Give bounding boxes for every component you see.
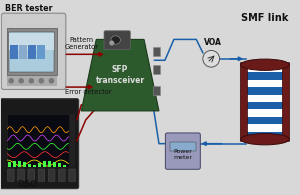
Ellipse shape (241, 59, 289, 70)
FancyBboxPatch shape (28, 169, 34, 182)
Text: Power
meter: Power meter (173, 149, 192, 160)
FancyBboxPatch shape (7, 76, 57, 86)
Text: BER tester: BER tester (5, 4, 53, 13)
FancyBboxPatch shape (8, 169, 14, 182)
FancyBboxPatch shape (246, 95, 284, 102)
FancyBboxPatch shape (153, 86, 160, 95)
FancyBboxPatch shape (8, 162, 10, 167)
FancyBboxPatch shape (0, 99, 79, 189)
FancyBboxPatch shape (246, 132, 284, 139)
FancyBboxPatch shape (9, 32, 54, 72)
Circle shape (9, 79, 13, 83)
FancyBboxPatch shape (69, 169, 75, 182)
FancyBboxPatch shape (23, 162, 26, 167)
FancyBboxPatch shape (282, 63, 290, 141)
FancyBboxPatch shape (10, 45, 18, 59)
FancyBboxPatch shape (246, 109, 284, 117)
FancyBboxPatch shape (28, 45, 36, 59)
FancyBboxPatch shape (165, 133, 200, 169)
FancyBboxPatch shape (63, 165, 66, 167)
FancyBboxPatch shape (246, 124, 284, 132)
Circle shape (50, 79, 53, 83)
Text: Pattern
Generator: Pattern Generator (65, 37, 99, 50)
FancyBboxPatch shape (246, 72, 284, 80)
FancyBboxPatch shape (18, 169, 24, 182)
FancyBboxPatch shape (58, 169, 65, 182)
Text: DSO: DSO (17, 180, 37, 189)
FancyBboxPatch shape (9, 34, 54, 50)
FancyBboxPatch shape (37, 45, 45, 59)
Circle shape (39, 79, 44, 83)
FancyBboxPatch shape (48, 161, 51, 167)
Polygon shape (81, 39, 159, 111)
FancyBboxPatch shape (38, 169, 45, 182)
FancyBboxPatch shape (53, 162, 56, 167)
FancyBboxPatch shape (153, 47, 160, 56)
FancyBboxPatch shape (246, 65, 284, 72)
Ellipse shape (241, 134, 289, 145)
FancyBboxPatch shape (38, 163, 41, 167)
FancyBboxPatch shape (18, 161, 21, 167)
FancyBboxPatch shape (246, 80, 284, 87)
FancyBboxPatch shape (70, 114, 75, 168)
FancyBboxPatch shape (7, 27, 57, 75)
FancyBboxPatch shape (246, 87, 284, 95)
Circle shape (110, 41, 114, 45)
Text: SFP
transceiver: SFP transceiver (96, 66, 145, 85)
FancyBboxPatch shape (240, 63, 247, 141)
FancyBboxPatch shape (104, 31, 130, 50)
FancyBboxPatch shape (1, 13, 66, 90)
FancyBboxPatch shape (169, 142, 196, 151)
FancyBboxPatch shape (33, 165, 36, 167)
FancyBboxPatch shape (7, 114, 69, 168)
FancyBboxPatch shape (19, 45, 27, 59)
Text: Error detector: Error detector (65, 89, 112, 95)
FancyBboxPatch shape (48, 169, 55, 182)
FancyBboxPatch shape (43, 161, 46, 167)
Circle shape (203, 51, 220, 67)
FancyBboxPatch shape (13, 161, 16, 167)
FancyBboxPatch shape (28, 164, 31, 167)
FancyBboxPatch shape (153, 65, 160, 74)
Circle shape (29, 79, 33, 83)
FancyBboxPatch shape (246, 102, 284, 109)
Text: VOA: VOA (204, 38, 222, 47)
Circle shape (19, 79, 23, 83)
FancyBboxPatch shape (58, 163, 61, 167)
FancyBboxPatch shape (246, 117, 284, 124)
Text: SMF link: SMF link (241, 13, 289, 23)
Ellipse shape (111, 36, 120, 44)
